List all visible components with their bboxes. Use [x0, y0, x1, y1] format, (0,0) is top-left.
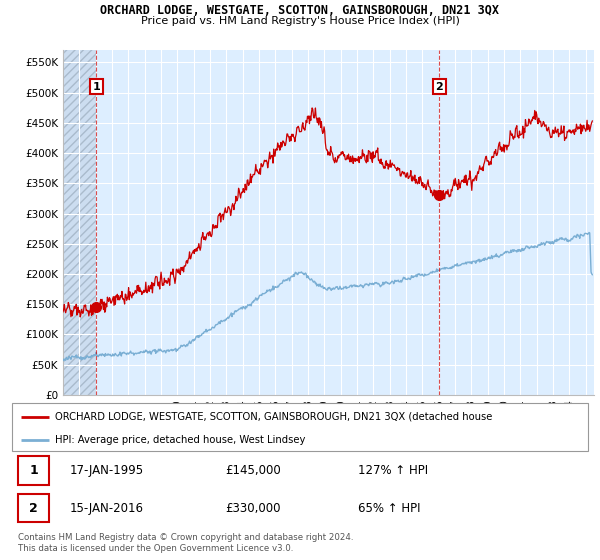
Text: Price paid vs. HM Land Registry's House Price Index (HPI): Price paid vs. HM Land Registry's House … [140, 16, 460, 26]
Text: 2: 2 [436, 82, 443, 92]
Text: £330,000: £330,000 [225, 502, 281, 515]
Text: 1: 1 [29, 464, 38, 477]
Text: 65% ↑ HPI: 65% ↑ HPI [358, 502, 420, 515]
Text: 17-JAN-1995: 17-JAN-1995 [70, 464, 144, 477]
Text: HPI: Average price, detached house, West Lindsey: HPI: Average price, detached house, West… [55, 435, 305, 445]
Text: 1: 1 [92, 82, 100, 92]
Bar [18, 494, 49, 522]
Text: 15-JAN-2016: 15-JAN-2016 [70, 502, 143, 515]
Text: ORCHARD LODGE, WESTGATE, SCOTTON, GAINSBOROUGH, DN21 3QX: ORCHARD LODGE, WESTGATE, SCOTTON, GAINSB… [101, 4, 499, 17]
Polygon shape [63, 50, 97, 395]
Text: 2: 2 [29, 502, 38, 515]
Text: ORCHARD LODGE, WESTGATE, SCOTTON, GAINSBOROUGH, DN21 3QX (detached house: ORCHARD LODGE, WESTGATE, SCOTTON, GAINSB… [55, 412, 493, 422]
Text: Contains HM Land Registry data © Crown copyright and database right 2024.
This d: Contains HM Land Registry data © Crown c… [18, 533, 353, 553]
Text: £145,000: £145,000 [225, 464, 281, 477]
Bar [18, 456, 49, 484]
Text: 127% ↑ HPI: 127% ↑ HPI [358, 464, 428, 477]
